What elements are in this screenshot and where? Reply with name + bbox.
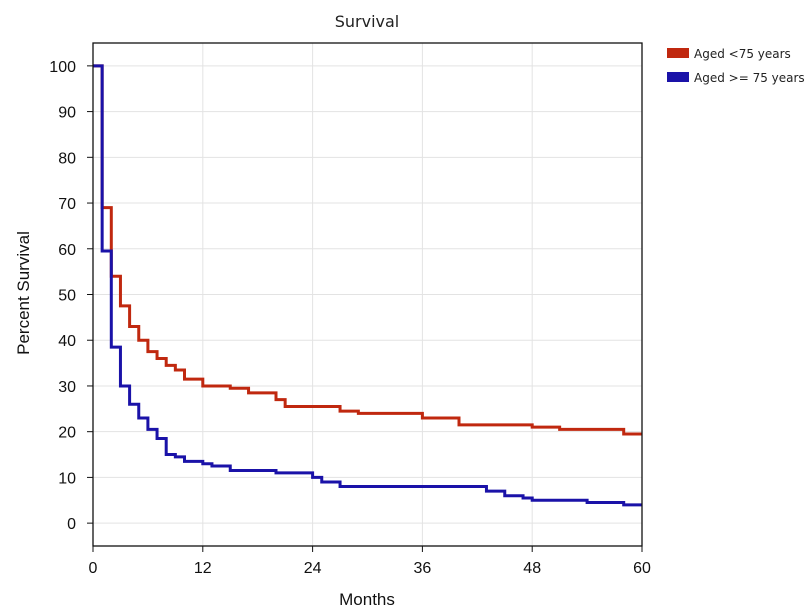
y-axis-title: Percent Survival [14, 231, 33, 355]
series-layer [93, 64, 642, 507]
x-tick-label: 0 [89, 560, 98, 577]
y-tick-label: 30 [58, 379, 76, 396]
x-tick-label: 48 [523, 560, 541, 577]
y-tick-label: 90 [58, 105, 76, 122]
y-tick-label: 70 [58, 196, 76, 213]
y-tick-label: 80 [58, 150, 76, 167]
x-tick-label: 60 [633, 560, 651, 577]
y-tick-label: 50 [58, 288, 76, 305]
series-line-aged-under-75 [93, 64, 642, 436]
x-tick-label: 24 [304, 560, 322, 577]
series-line-aged-75-plus [93, 64, 642, 507]
legend-swatch-aged-under-75 [667, 48, 689, 58]
legend-swatch-aged-75-plus [667, 72, 689, 82]
ticks: 0 12 24 36 48 60 0 10 20 30 40 50 60 70 80 90 100 [49, 59, 651, 577]
chart-title: Survival [335, 12, 400, 31]
x-axis-title: Months [339, 590, 395, 609]
legend: Aged <75 years Aged >= 75 years [667, 47, 805, 85]
y-tick-label: 20 [58, 425, 76, 442]
y-tick-label: 0 [67, 516, 76, 533]
y-tick-label: 60 [58, 242, 76, 259]
y-tick-label: 10 [58, 470, 76, 487]
grid [92, 43, 643, 546]
legend-label-aged-under-75: Aged <75 years [694, 47, 791, 61]
x-tick-label: 12 [194, 560, 212, 577]
y-tick-label: 100 [49, 59, 76, 76]
legend-label-aged-75-plus: Aged >= 75 years [694, 71, 805, 85]
x-tick-label: 36 [414, 560, 432, 577]
y-tick-label: 40 [58, 333, 76, 350]
